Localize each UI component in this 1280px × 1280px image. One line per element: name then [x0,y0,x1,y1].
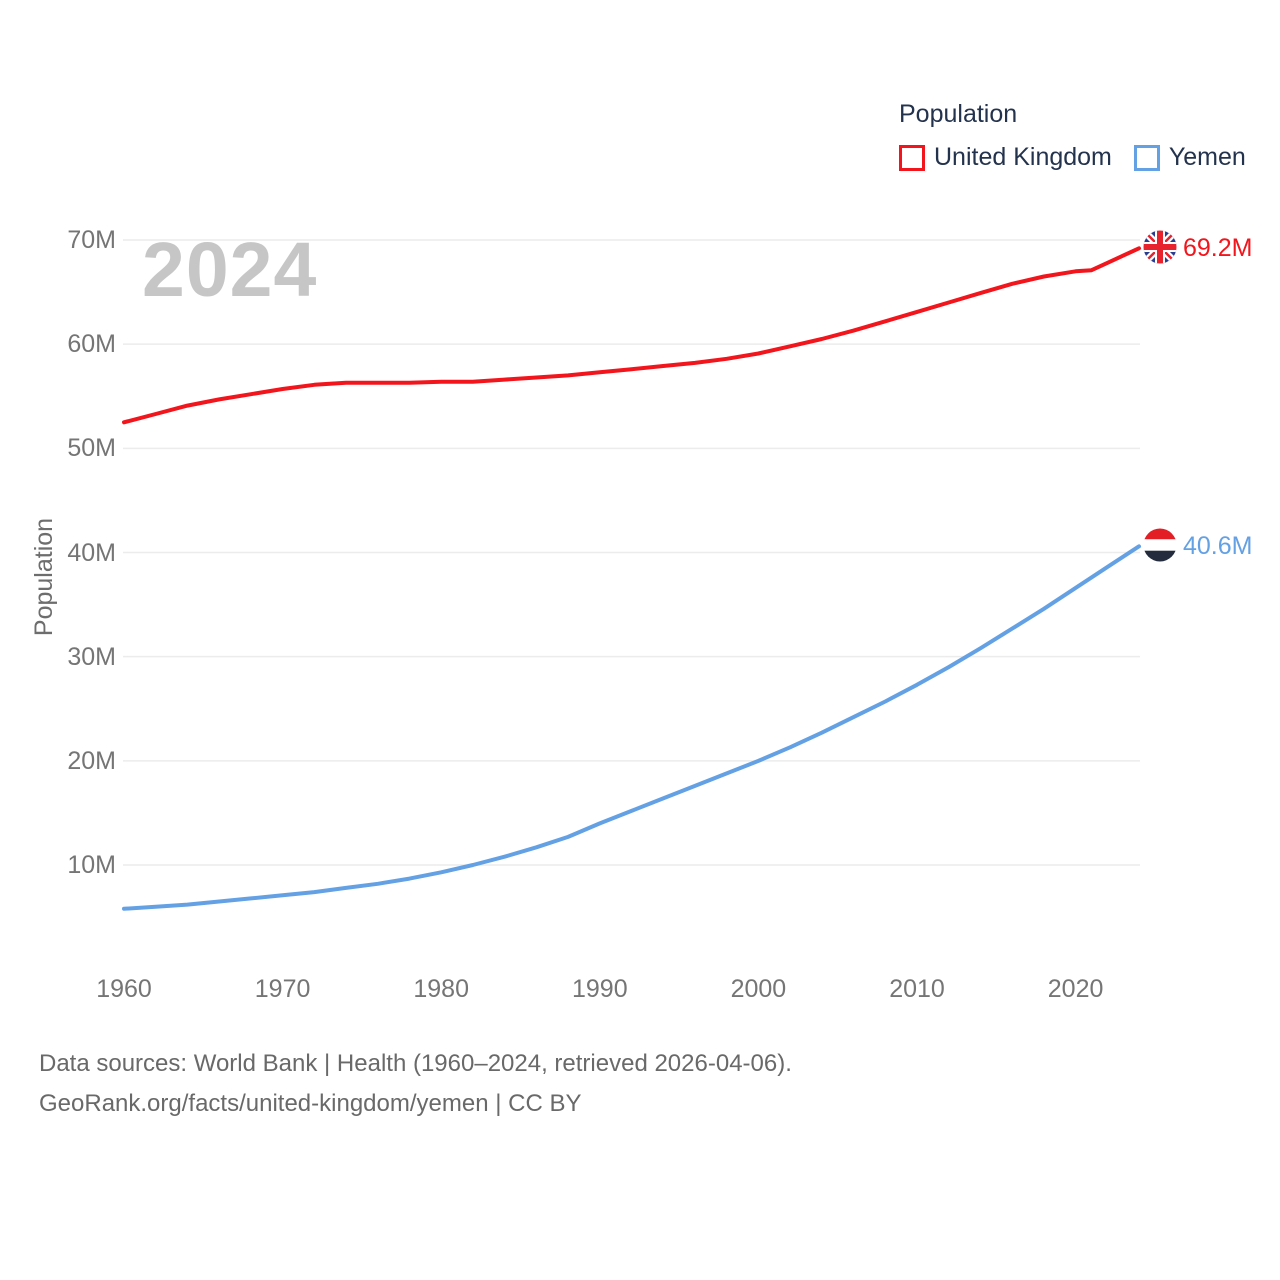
x-tick-label: 1970 [254,975,311,1003]
x-tick-label: 2010 [889,975,945,1003]
y-tick-label: 60M [67,330,116,359]
x-tick-label: 1980 [413,975,469,1003]
uk-series-swatch-icon [899,144,925,171]
legend-item-yemen[interactable]: Yemen [1133,143,1246,172]
y-tick-label: 20M [67,746,116,775]
uk-flag-icon [1143,230,1177,264]
series-lines [122,246,1141,911]
united-kingdom-population-line[interactable] [122,246,1141,425]
y-tick-label: 30M [67,642,116,671]
source-attribution: Data sources: World Bank | Health (1960–… [39,1044,792,1124]
x-tick-label: 2020 [1047,975,1104,1003]
x-tick-label: 2000 [730,975,787,1003]
y-tick-label: 70M [67,226,116,254]
legend-label-yemen: Yemen [1168,143,1246,171]
license-line: GeoRank.org/facts/united-kingdom/yemen |… [39,1090,582,1117]
gridlines [123,239,1140,866]
yemen-end-value-label: 40.6M [1183,532,1253,561]
y-tick-label: 40M [67,538,116,567]
yemen-flag-icon [1143,528,1177,562]
legend: Population United Kingdom Yemen [899,100,1246,172]
y-tick-label: 50M [67,434,116,463]
yemen-series-swatch-icon [1133,144,1160,171]
year-watermark: 2024 [142,227,318,313]
y-tick-label: 10M [67,851,116,880]
legend-title: Population [899,100,1018,128]
legend-item-united-kingdom[interactable]: United Kingdom [899,143,1112,172]
x-tick-label: 1990 [571,975,628,1003]
yemen-population-line[interactable] [122,544,1141,911]
legend-label-united-kingdom: United Kingdom [934,143,1112,171]
data-sources-line: Data sources: World Bank | Health (1960–… [39,1050,792,1077]
x-tick-label: 1960 [96,975,152,1003]
uk-end-value-label: 69.2M [1183,234,1253,263]
